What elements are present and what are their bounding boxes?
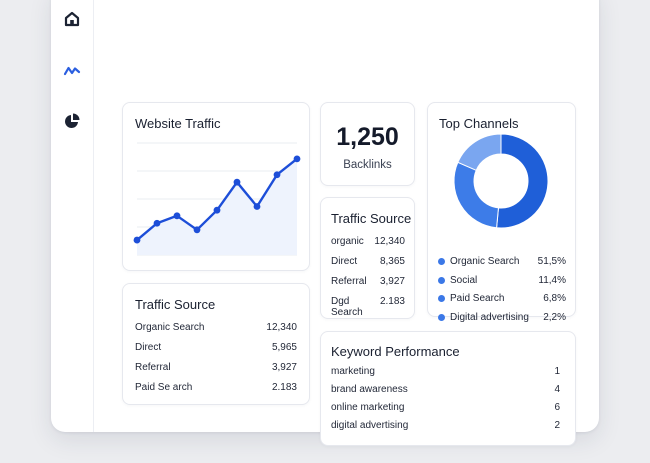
row-label: Dgd Search [331,296,363,318]
legend-dot-2 [438,295,445,302]
legend-dot-1 [438,277,445,284]
table-row: Organic Search 12,340 [135,322,297,333]
top-channels-card: Top Channels Organic Search 51,5% Social… [427,102,576,323]
keyword-performance-card: Keyword Performance marketing 1 brand aw… [320,331,576,446]
row-label: organic [331,236,364,247]
website-traffic-title: Website Traffic [135,116,221,131]
legend-pct: 51,5% [537,256,566,267]
nav-analytics-button[interactable] [63,62,81,80]
legend-label: Paid Search [450,293,505,304]
traffic-point-3 [193,226,201,234]
legend-label: Organic Search [450,256,520,267]
legend-pct: 2,2% [543,312,566,323]
table-row: online marketing 6 [331,402,560,413]
row-value: 3,927 [379,276,405,287]
table-row: digital advertising 2 [331,420,560,431]
donut-segment-1 [453,161,500,229]
table-row: Paid Se arch 2.183 [135,382,297,393]
legend-pct: 6,8% [543,293,566,304]
top-channels-title: Top Channels [439,116,519,131]
table-row: marketing 1 [331,366,560,377]
traffic-point-5 [233,178,241,186]
traffic-point-0 [133,236,141,244]
table-row: Direct 8,365 [331,256,405,267]
traffic-source-title: Traffic Source [135,297,216,312]
row-label: Organic Search [135,322,205,333]
table-row: Direct 5,965 [135,342,297,353]
legend-item: Social 11,4% [438,275,566,286]
legend-item: Paid Search 6,8% [438,293,566,304]
table-row: brand awareness 4 [331,384,560,395]
legend-pct: 11,4% [538,275,566,286]
nav-home-button[interactable] [63,10,81,28]
traffic-point-2 [173,212,181,220]
pie-chart-icon [65,113,80,128]
legend-item: Organic Search 51,5% [438,256,566,267]
traffic-point-8 [293,155,301,163]
table-row: organic 12,340 [331,236,405,247]
legend-item: Digital advertising 2,2% [438,312,566,323]
app-window: Website Traffic 1,250 Backlinks Traffic … [51,0,599,446]
keyword-value: 2 [554,420,560,431]
traffic-source-card: Traffic Source Organic Search 12,340 Dir… [122,283,310,405]
keyword-value: 6 [554,402,560,413]
row-value: 3,927 [271,362,297,373]
row-value: 2.183 [271,382,297,393]
traffic-point-6 [253,203,261,210]
traffic-point-7 [273,171,281,179]
row-label: Referral [331,276,367,287]
table-row: Referral 3,927 [331,276,405,287]
traffic-point-1 [153,219,161,227]
table-row: Dgd Search 2.183 [331,296,405,318]
donut-segment-2 [457,133,502,171]
nav-reports-button[interactable] [63,112,81,130]
legend-label: Digital advertising [450,312,529,323]
keyword-label: brand awareness [331,384,408,395]
keyword-label: digital advertising [331,420,409,431]
keyword-value: 4 [554,384,560,395]
sidebar [51,0,94,432]
top-channels-donut [453,133,549,229]
keyword-label: online marketing [331,402,405,413]
backlinks-label: Backlinks [343,159,392,171]
traffic-source-small-card: Traffic Source organic 12,340 Direct 8,3… [320,197,415,319]
backlinks-value: 1,250 [336,123,399,151]
traffic-point-4 [213,206,221,214]
backlinks-card: 1,250 Backlinks [320,102,415,186]
donut-segment-0 [496,133,549,229]
row-label: Referral [135,362,171,373]
website-traffic-chart [133,142,301,256]
website-traffic-card: Website Traffic [122,102,310,271]
row-value: 2.183 [379,296,405,307]
row-label: Direct [331,256,358,267]
traffic-source-small-title: Traffic Source [331,211,412,226]
row-label: Paid Se arch [135,382,193,393]
keyword-value: 1 [554,366,560,377]
table-row: Referral 3,927 [135,362,297,373]
legend-dot-0 [438,258,445,265]
row-value: 8,365 [379,256,405,267]
row-label: Direct [135,342,162,353]
legend-dot-3 [438,314,445,321]
keyword-performance-title: Keyword Performance [331,344,460,359]
row-value: 5,965 [271,342,297,353]
row-value: 12,340 [266,322,297,333]
row-value: 12,340 [374,236,405,247]
activity-icon [63,66,81,76]
home-icon [64,11,80,27]
legend-label: Social [450,275,478,286]
keyword-label: marketing [331,366,375,377]
traffic-area [137,158,297,255]
